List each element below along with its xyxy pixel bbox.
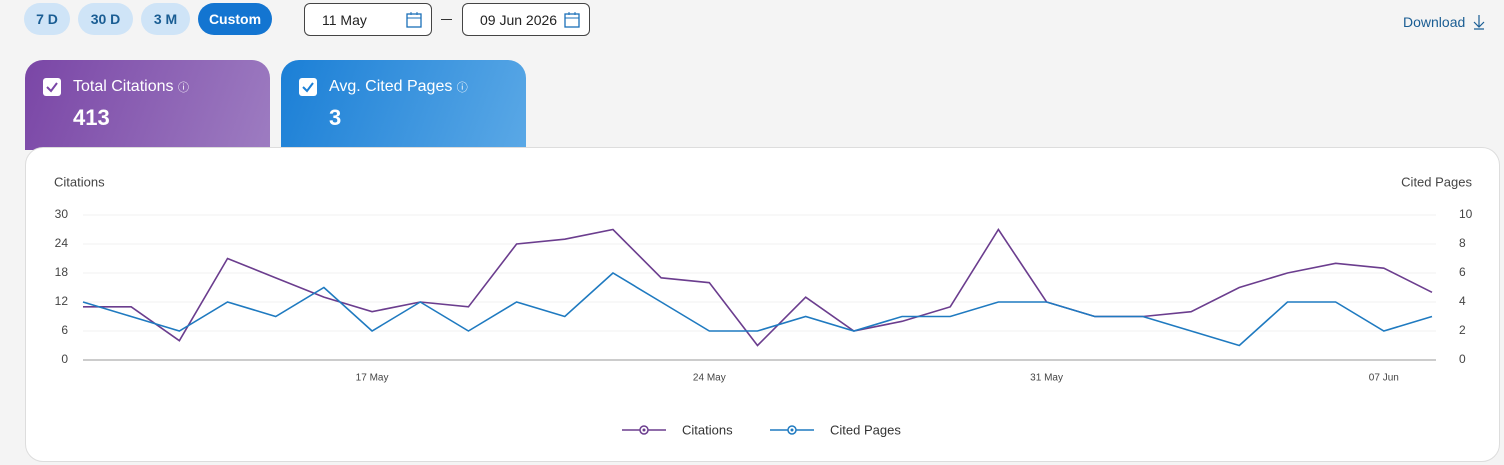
y2-tick-label: 6	[1459, 265, 1466, 279]
y2-tick-label: 2	[1459, 323, 1466, 337]
series-line	[83, 228, 1433, 347]
series-line	[82, 272, 1433, 347]
y-tick-label: 0	[61, 352, 68, 366]
chart-panel	[25, 147, 1500, 462]
y2-tick-label: 8	[1459, 236, 1466, 250]
start-date[interactable]: 11 May	[304, 3, 432, 36]
range-button[interactable]: 30 D	[78, 3, 133, 35]
y-tick-label: 6	[61, 323, 68, 337]
range-button[interactable]: 3 M	[141, 3, 190, 35]
card-label: Avg. Cited Pages ⓘ	[329, 78, 468, 95]
metric-card[interactable]: Total Citations ⓘ 413	[25, 60, 270, 150]
legend-label: Cited Pages	[830, 422, 901, 437]
y-tick-label: 30	[55, 207, 69, 221]
checkbox[interactable]	[43, 78, 61, 96]
card-value: 413	[73, 105, 110, 130]
legend-label: Citations	[682, 422, 733, 437]
date-separator	[441, 19, 452, 20]
legend-marker-dot	[642, 428, 646, 432]
download-text: Download	[1403, 14, 1466, 30]
y-tick-label: 24	[55, 236, 69, 250]
card-value: 3	[329, 105, 342, 130]
y-tick-label: 18	[55, 265, 69, 279]
x-tick-label: 31 May	[1030, 373, 1063, 384]
y2-tick-label: 10	[1459, 207, 1473, 221]
y2-axis-title: Cited Pages	[1401, 174, 1472, 189]
card-label: Total Citations ⓘ	[73, 78, 189, 95]
download-button[interactable]: Download	[1403, 14, 1485, 30]
end-date-text: 09 Jun 2026	[480, 11, 558, 28]
y-axis-title: Citations	[54, 174, 105, 189]
card-label-text: Total Citations	[73, 78, 174, 95]
calendar-icon	[406, 12, 422, 28]
checkbox[interactable]	[299, 78, 317, 96]
y2-tick-label: 4	[1459, 294, 1466, 308]
download-icon	[1473, 15, 1485, 30]
end-date[interactable]: 09 Jun 2026	[462, 3, 590, 36]
start-date-text: 11 May	[322, 11, 367, 28]
y2-tick-label: 0	[1459, 352, 1466, 366]
x-tick-label: 17 May	[356, 373, 389, 384]
metric-card[interactable]: Avg. Cited Pages ⓘ 3	[281, 60, 526, 150]
range-button[interactable]: 7 D	[24, 3, 70, 35]
range-button[interactable]: Custom	[198, 3, 272, 35]
x-tick-label: 24 May	[693, 373, 726, 384]
legend-marker-dot	[790, 428, 794, 432]
y-tick-label: 12	[55, 294, 69, 308]
x-tick-label: 07 Jun	[1369, 373, 1399, 384]
card-label-text: Avg. Cited Pages	[329, 78, 453, 95]
calendar-icon	[564, 12, 580, 28]
